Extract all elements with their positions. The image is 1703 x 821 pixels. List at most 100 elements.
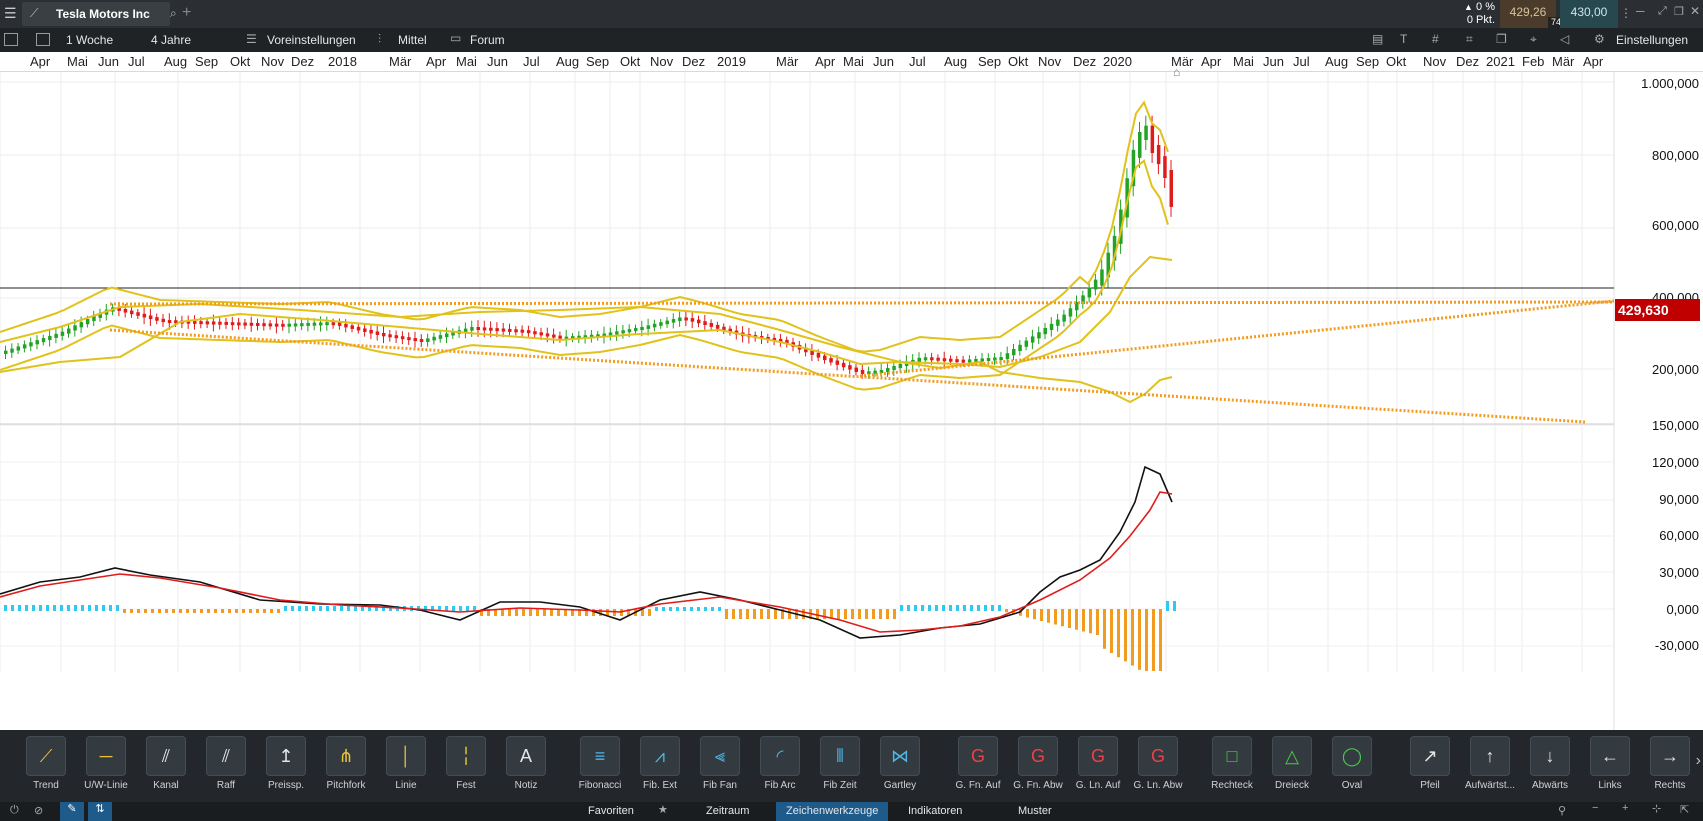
tool-label: Gartley bbox=[883, 780, 917, 791]
tab-zeitraum[interactable]: Zeitraum bbox=[696, 802, 759, 821]
minimize-icon[interactable]: ─ bbox=[1636, 4, 1645, 18]
star-icon[interactable]: ★ bbox=[658, 804, 668, 816]
tool-fib-extension[interactable]: ⩘ Fib. Ext bbox=[630, 736, 690, 796]
candle-body bbox=[67, 328, 71, 334]
range-select[interactable]: 4 Jahre bbox=[151, 33, 192, 47]
scroll-right-icon[interactable]: › bbox=[1695, 752, 1701, 769]
macd-histogram-bar bbox=[872, 609, 875, 619]
tool-trendline[interactable]: ⟋ Trend bbox=[16, 736, 76, 796]
tool-rectangle[interactable]: □ Rechteck bbox=[1202, 736, 1262, 796]
macd-histogram-bar bbox=[277, 609, 280, 613]
tool-arrow-down[interactable]: ↓ Abwärts bbox=[1520, 736, 1580, 796]
text-size-icon[interactable]: T bbox=[1400, 32, 1408, 46]
candle-body bbox=[520, 329, 525, 333]
restore-icon[interactable]: ❐ bbox=[1674, 6, 1684, 18]
crosshair-grid-icon[interactable]: ⌗ bbox=[1466, 32, 1473, 46]
tool-triangle[interactable]: △ Dreieck bbox=[1262, 736, 1322, 796]
gear-icon[interactable]: ⚙ bbox=[1594, 32, 1605, 46]
candle-body bbox=[1156, 145, 1161, 165]
add-tab-button[interactable]: + bbox=[182, 4, 192, 21]
tool-gann-line-up[interactable]: G G. Ln. Auf bbox=[1068, 736, 1128, 796]
menu-icon[interactable]: ☰ bbox=[4, 5, 17, 21]
bid-box[interactable]: 429,26 bbox=[1500, 0, 1556, 28]
macd-histogram-bar bbox=[515, 609, 518, 616]
chart-type-button[interactable]: Mittel bbox=[398, 33, 427, 47]
eraser-icon[interactable]: ◁ bbox=[1560, 32, 1570, 46]
grid-icon[interactable]: # bbox=[1432, 32, 1439, 46]
tool-label: Fib Arc bbox=[764, 780, 796, 791]
power-icon[interactable]: ⏻ bbox=[10, 804, 19, 816]
tool-gann-line-down[interactable]: G G. Ln. Abw bbox=[1128, 736, 1188, 796]
candle-body bbox=[300, 323, 304, 327]
tool-fib-time[interactable]: ⦀ Fib Zeit bbox=[810, 736, 870, 796]
pen-icon[interactable]: ✎ bbox=[60, 802, 84, 821]
tool-arrow-right[interactable]: → Rechts bbox=[1640, 736, 1700, 796]
tool-fib-arc[interactable]: ◜ Fib Arc bbox=[750, 736, 810, 796]
ask-box[interactable]: 430,00 bbox=[1560, 0, 1618, 28]
layout-icon[interactable] bbox=[36, 33, 50, 46]
candle-body bbox=[552, 334, 556, 338]
tool-arrow[interactable]: ↗ Pfeil bbox=[1400, 736, 1460, 796]
chart-svg[interactable] bbox=[0, 72, 1703, 730]
tab-favoriten[interactable]: Favoriten bbox=[578, 802, 644, 821]
time-axis-label: Mai bbox=[843, 54, 864, 69]
tool-channel[interactable]: ⫽ Kanal bbox=[136, 736, 196, 796]
popout-icon[interactable]: ⤢ bbox=[1658, 5, 1667, 17]
close-icon[interactable]: ✕ bbox=[1690, 4, 1701, 18]
tab-instrument[interactable]: ⟋ Tesla Motors Inc ⌕ bbox=[22, 2, 177, 26]
search-icon[interactable]: ⌕ bbox=[170, 6, 177, 20]
tool-fibonacci[interactable]: ≡ Fibonacci bbox=[570, 736, 630, 796]
macd-histogram-bar bbox=[46, 605, 49, 611]
zoom-out-icon[interactable]: − bbox=[1592, 802, 1599, 814]
tool-pitchfork[interactable]: ⋔ Pitchfork bbox=[316, 736, 376, 796]
notes-icon[interactable]: ▤ bbox=[1372, 32, 1384, 46]
tool-oval[interactable]: ◯ Oval bbox=[1322, 736, 1382, 796]
scroll-marker-icon[interactable]: ⌂ bbox=[1173, 65, 1181, 79]
presets-button[interactable]: Voreinstellungen bbox=[267, 33, 356, 47]
chart-area[interactable]: 1.000,000 800,000 600,000 400,000 200,000 150… bbox=[0, 65, 1703, 730]
tool-raff[interactable]: ⫽ Raff bbox=[196, 736, 256, 796]
candle-body bbox=[583, 335, 588, 339]
time-axis-label: Jun bbox=[1263, 54, 1284, 69]
fit-icon[interactable]: ⊹ bbox=[1652, 803, 1662, 815]
tool-gartley[interactable]: ⋈ Gartley bbox=[870, 736, 930, 796]
window-menu-icon[interactable]: ⋮ bbox=[1620, 6, 1632, 20]
macd-histogram-bar bbox=[690, 607, 693, 611]
time-axis-label: Okt bbox=[230, 54, 251, 69]
tool-note[interactable]: A Notiz bbox=[496, 736, 556, 796]
candle-body bbox=[690, 318, 695, 322]
tool-price-range[interactable]: ↥ Preissp. bbox=[256, 736, 316, 796]
copy-icon[interactable]: ❐ bbox=[1496, 32, 1507, 46]
candle-body bbox=[942, 358, 947, 362]
candle-body bbox=[608, 332, 613, 336]
tool-fib-fan[interactable]: ⫷ Fib Fan bbox=[690, 736, 750, 796]
macd-histogram-bar bbox=[270, 609, 273, 613]
disable-icon[interactable]: ⊘ bbox=[34, 805, 44, 817]
settings-button[interactable]: Einstellungen bbox=[1616, 33, 1689, 47]
list-icon[interactable] bbox=[4, 33, 18, 46]
macd-histogram-bar bbox=[88, 605, 91, 611]
tab-indikatoren[interactable]: Indikatoren bbox=[898, 802, 972, 821]
price-axis-label: 200,000 bbox=[1652, 362, 1699, 377]
zoom-in-icon[interactable]: + bbox=[1622, 802, 1629, 814]
tool-gann-fan-down[interactable]: G G. Fn. Abw bbox=[1008, 736, 1068, 796]
tab-zeichenwerkzeuge[interactable]: Zeichenwerkzeuge bbox=[776, 802, 889, 821]
forum-button[interactable]: Forum bbox=[470, 33, 505, 47]
tool-fixed-line[interactable]: ╎ Fest bbox=[436, 736, 496, 796]
tool-gann-fan-up[interactable]: G G. Fn. Auf bbox=[948, 736, 1008, 796]
interval-select[interactable]: 1 Woche bbox=[66, 33, 114, 47]
time-axis-label: Okt bbox=[620, 54, 641, 69]
tree-icon[interactable]: ⚲ bbox=[1558, 805, 1567, 817]
crosshair-icon[interactable]: ⌖ bbox=[1530, 32, 1537, 46]
magnet-icon[interactable]: ⇅ bbox=[88, 802, 112, 821]
time-axis-label: Sep bbox=[978, 54, 1002, 69]
tool-arrow-left[interactable]: ← Links bbox=[1580, 736, 1640, 796]
macd-histogram-bar bbox=[704, 607, 707, 611]
tool-support-line[interactable]: ─ U/W-Linie bbox=[76, 736, 136, 796]
tool-vertical-line[interactable]: │ Linie bbox=[376, 736, 436, 796]
macd-histogram-bar bbox=[914, 605, 917, 611]
tool-arrow-up[interactable]: ↑ Aufwärtst... bbox=[1460, 736, 1520, 796]
time-axis-label: Jul bbox=[909, 54, 926, 69]
tab-muster[interactable]: Muster bbox=[1008, 802, 1062, 821]
reset-icon[interactable]: ⇱ bbox=[1680, 804, 1690, 816]
